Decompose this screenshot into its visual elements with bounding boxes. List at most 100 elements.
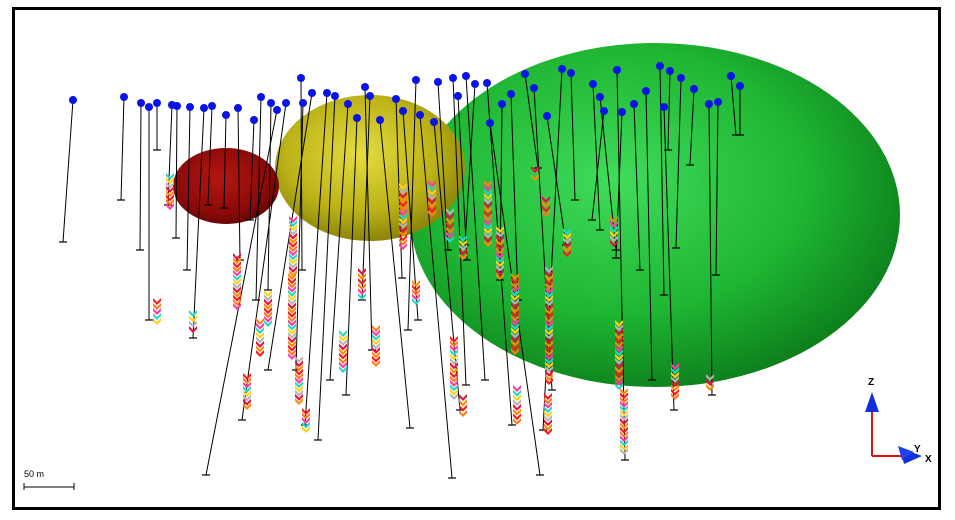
drillhole-collar[interactable] [412,76,420,84]
assay-sample-marker [288,277,296,285]
drillhole-collar[interactable] [677,74,685,82]
assay-sample-marker [545,319,553,327]
drillhole-collar[interactable] [630,100,638,108]
drillhole-collar[interactable] [714,98,722,106]
assay-sample-marker [511,348,519,355]
assay-sample-marker [484,205,492,213]
drillhole-collar[interactable] [392,95,400,103]
drillhole-collar[interactable] [543,112,551,120]
assay-sample-marker [706,384,714,391]
assay-sample-marker [620,392,628,400]
drillhole-collar[interactable] [353,114,361,122]
drillhole-collar[interactable] [297,74,305,82]
drillhole-collar[interactable] [200,104,208,112]
assay-sample-marker [620,448,628,455]
drillhole-trace [237,107,241,261]
drillhole-collar[interactable] [589,80,597,88]
yellow-orebody[interactable] [275,95,465,241]
assay-sample-marker [545,278,553,286]
assay-sample-marker [496,251,504,259]
drillhole-collar[interactable] [323,89,331,97]
drillhole-collar[interactable] [344,100,352,108]
drillhole-collar[interactable] [596,93,604,101]
drillhole-trace [730,75,737,136]
assay-sample-marker [545,340,553,348]
drillhole-collar[interactable] [186,103,194,111]
drillhole-collar[interactable] [530,84,538,92]
drillhole-collar[interactable] [521,70,529,78]
drillhole-collar[interactable] [558,65,566,73]
drillhole-collar[interactable] [642,87,650,95]
drillhole-collar[interactable] [736,82,744,90]
assay-sample-marker [459,394,467,401]
drillhole-collar[interactable] [69,96,77,104]
assay-sample-marker [496,234,504,242]
drillhole-collar[interactable] [498,100,506,108]
drillhole-collar[interactable] [376,116,384,124]
assay-sample-marker [620,396,628,404]
drillhole-collar[interactable] [567,69,575,77]
assay-sample-marker [615,332,623,340]
drillhole-collar[interactable] [430,118,438,126]
drillhole-trace [452,77,467,386]
drillhole-collar[interactable] [137,99,145,107]
drillhole-collar[interactable] [660,103,668,111]
drillhole-collar[interactable] [257,93,265,101]
assay-sample-marker [399,230,407,238]
drillhole-collar[interactable] [282,99,290,107]
assay-sample-marker [153,303,161,310]
drillhole-collar[interactable] [361,83,369,91]
drillhole-collar[interactable] [267,99,275,107]
drillhole-collar[interactable] [454,92,462,100]
assay-sample-marker [339,343,347,351]
drillhole-collar[interactable] [208,102,216,110]
drillhole-collar[interactable] [690,85,698,93]
drillhole-collar[interactable] [462,72,470,80]
assay-sample-marker [511,277,519,285]
assay-sample-marker [233,294,241,302]
drillhole-collar[interactable] [222,111,230,119]
drillhole-collar[interactable] [120,93,128,101]
drillhole-collar[interactable] [299,99,307,107]
assay-sample-marker [288,310,296,318]
assay-sample-marker [233,278,241,285]
assay-sample-marker [671,367,679,375]
drillhole-collar[interactable] [483,79,491,87]
drillhole-collar[interactable] [273,106,281,114]
drillhole-collar[interactable] [250,116,258,124]
assay-sample-marker [459,253,467,260]
drillhole-collar[interactable] [173,102,181,110]
drillhole-collar[interactable] [727,72,735,80]
drillhole-collar[interactable] [153,99,161,107]
drillhole-collar[interactable] [399,107,407,115]
assay-sample-marker [620,413,628,421]
drillhole-collar[interactable] [507,90,515,98]
drillhole-collar[interactable] [234,104,242,112]
assay-sample-marker [399,191,407,199]
drillhole-collar[interactable] [331,92,339,100]
assay-sample-marker [428,201,436,209]
drillhole-collar[interactable] [308,89,316,97]
assay-sample-marker [671,380,679,388]
drillhole-collar[interactable] [366,92,374,100]
drillhole-collar[interactable] [486,119,494,127]
drillhole-collar[interactable] [656,62,664,70]
assay-sample-marker [289,265,297,273]
drillhole-collar[interactable] [434,78,442,86]
drillhole-collar[interactable] [600,107,608,115]
green-orebody[interactable] [410,43,900,387]
drillhole-collar[interactable] [416,111,424,119]
drillhole-collar[interactable] [471,80,479,88]
assay-sample-marker [484,218,492,226]
drillhole-trace [570,72,576,201]
drillhole-collar[interactable] [705,100,713,108]
assay-sample-marker [428,180,436,187]
assay-sample-marker [545,324,553,332]
drillhole-collar[interactable] [666,67,674,75]
drillhole-collar[interactable] [449,74,457,82]
drillhole-collar[interactable] [145,103,153,111]
assay-sample-marker [450,336,458,343]
drillhole-collar[interactable] [618,108,626,116]
drillhole-collar[interactable] [613,66,621,74]
